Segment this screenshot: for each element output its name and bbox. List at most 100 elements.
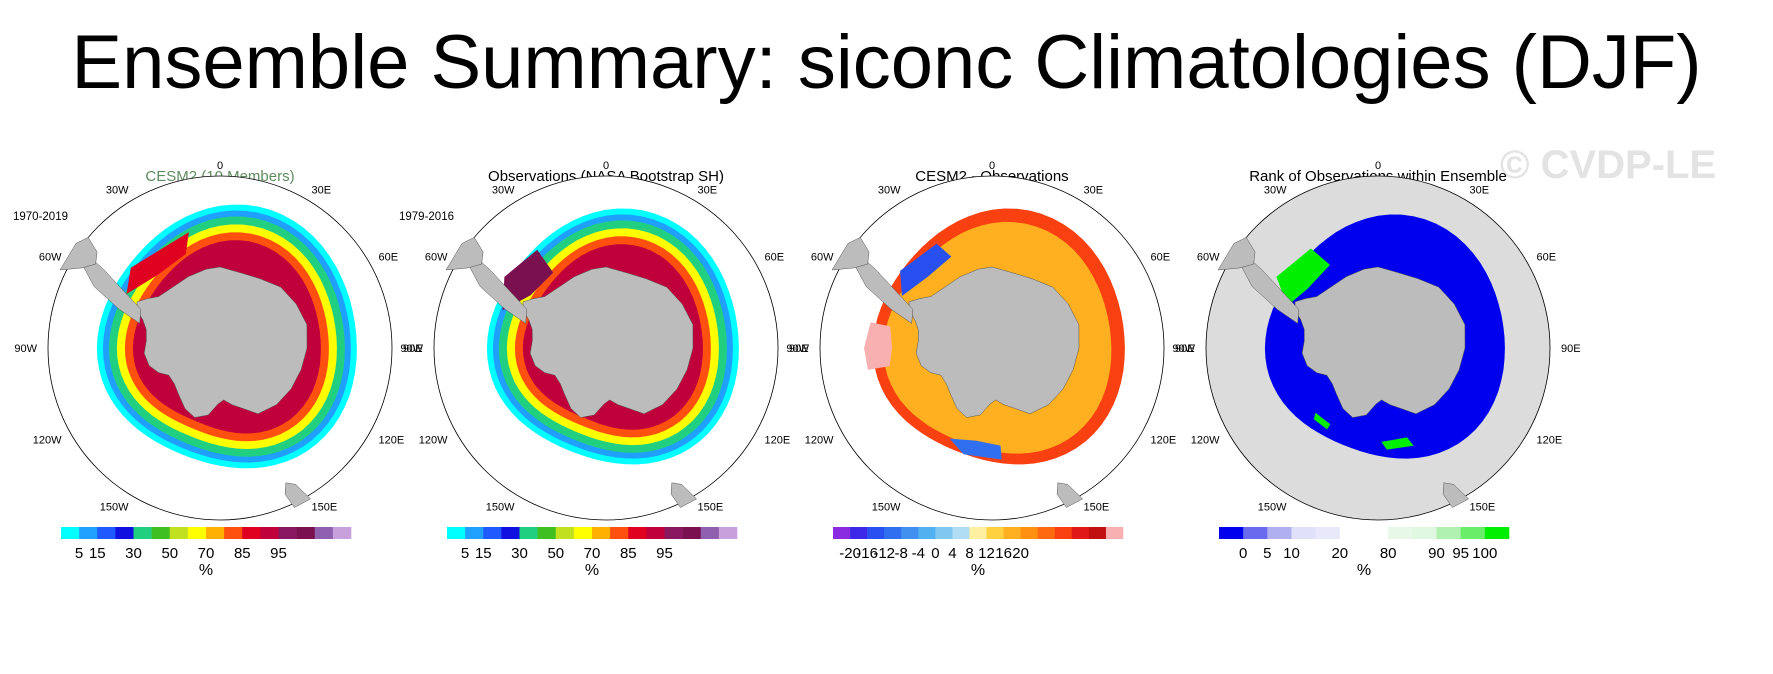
longitude-label: 90E — [1175, 343, 1195, 355]
longitude-label: 150E — [1084, 502, 1110, 514]
colorbar-swatch — [260, 527, 279, 539]
south-america-land — [59, 237, 98, 271]
south-america-land — [831, 237, 870, 271]
colorbar-swatch — [115, 527, 134, 539]
colorbar-tick-label: 8 — [965, 545, 973, 562]
colorbar-tick-label: -4 — [912, 545, 925, 562]
longitude-label: 30E — [1084, 185, 1104, 197]
colorbar-swatch — [1219, 527, 1244, 539]
colorbar-swatch — [592, 527, 611, 539]
longitude-label: 120W — [805, 435, 834, 447]
longitude-label: 60W — [1197, 252, 1220, 264]
colorbar-tick-label: 85 — [620, 545, 637, 562]
colorbar-swatch — [447, 527, 466, 539]
colorbar-swatch — [242, 527, 261, 539]
rank-high-amundsen — [1313, 412, 1331, 430]
period-label: 1970-2019 — [13, 211, 68, 223]
colorbar-tick-label: 70 — [584, 545, 601, 562]
colorbar-swatch — [314, 527, 334, 539]
new-zealand-land — [1442, 482, 1470, 508]
longitude-label: 0 — [603, 160, 609, 172]
rank-high-weddell — [1276, 248, 1330, 306]
colorbar-tick-label: 5 — [75, 545, 83, 562]
colorbar-swatch — [918, 527, 936, 539]
colorbar-swatch — [833, 527, 851, 539]
colorbar: 0 5 10 20 80 90 95 100% — [1219, 527, 1510, 579]
longitude-label: 120W — [1191, 435, 1220, 447]
colorbar-swatch — [628, 527, 647, 539]
colorbar-tick-label: 90 — [1428, 545, 1445, 562]
colorbar-swatch — [1388, 527, 1413, 539]
longitude-label: 90W — [786, 343, 809, 355]
colorbar-swatch — [1412, 527, 1437, 539]
longitude-label: 60W — [811, 252, 834, 264]
colorbar-swatch — [483, 527, 502, 539]
colorbar-tick-label: 85 — [234, 545, 251, 562]
colorbar-swatch — [1003, 527, 1021, 539]
colorbar-swatch — [206, 527, 225, 539]
map-panel-difference: CESM2 - Observations 030E60E90E120E150E1… — [772, 155, 1212, 655]
antarctica-land — [1294, 266, 1466, 418]
new-zealand-land — [284, 482, 312, 508]
polar-map: 030E60E90E120E150E180150W120W90W60W30W — [400, 160, 808, 535]
longitude-label: 0 — [989, 160, 995, 172]
colorbar-tick-label: 4 — [948, 545, 956, 562]
colorbar: 5 15 30 50 70 85 95% — [61, 527, 352, 579]
longitude-label: 150E — [312, 502, 338, 514]
colorbar-swatch — [986, 527, 1004, 539]
colorbar-swatch — [519, 527, 538, 539]
colorbar-swatch — [151, 527, 171, 539]
colorbar-swatch — [169, 527, 189, 539]
map-panel-rank: Rank of Observations within Ensemble 030… — [1158, 155, 1598, 655]
colorbar-tick-label: 30 — [125, 545, 142, 562]
colorbar-swatch — [718, 527, 738, 539]
longitude-label: 120W — [419, 435, 448, 447]
longitude-label: 120E — [1537, 435, 1563, 447]
longitude-label: 30E — [1470, 185, 1490, 197]
longitude-label: 120E — [1151, 435, 1177, 447]
colorbar-swatch — [573, 527, 593, 539]
longitude-label: 90E — [403, 343, 423, 355]
polar-map: 030E60E90E120E150E180150W120W90W60W30W — [14, 160, 423, 535]
colorbar-swatch — [555, 527, 575, 539]
colorbar-swatch — [79, 527, 98, 539]
map-panel-observations: Observations (NASA Bootstrap SH) 1979-20… — [386, 155, 826, 655]
colorbar-tick-label: 95 — [656, 545, 673, 562]
colorbar-swatch — [1460, 527, 1486, 539]
colorbar-tick-label: 50 — [547, 545, 564, 562]
colorbar-unit: % — [199, 562, 213, 579]
longitude-label: 60W — [425, 252, 448, 264]
colorbar-unit: % — [1357, 562, 1371, 579]
colorbar-swatch — [187, 527, 207, 539]
colorbar-tick-label: -20 — [839, 545, 861, 562]
colorbar-swatch — [133, 527, 152, 539]
colorbar-swatch — [664, 527, 683, 539]
colorbar-swatch — [1364, 527, 1389, 539]
colorbar-swatch — [884, 527, 902, 539]
colorbar-swatch — [465, 527, 484, 539]
colorbar-tick-label: 15 — [475, 545, 492, 562]
longitude-label: 60E — [765, 252, 785, 264]
colorbar-swatch — [224, 527, 243, 539]
colorbar-tick-label: 100 — [1472, 545, 1497, 562]
colorbar-swatch — [850, 527, 868, 539]
colorbar-swatch — [1436, 527, 1461, 539]
colorbar-swatch — [1071, 527, 1090, 539]
sea-ice-weddell — [126, 232, 189, 294]
antarctica-land — [908, 266, 1080, 418]
colorbar-tick-label: 20 — [1331, 545, 1348, 562]
colorbar-swatch — [1088, 527, 1107, 539]
colorbar-swatch — [1291, 527, 1316, 539]
colorbar-swatch — [969, 527, 987, 539]
polar-map: 030E60E90E120E150E180150W120W90W60W30W — [1172, 160, 1580, 535]
colorbar-tick-label: 0 — [931, 545, 939, 562]
longitude-label: 0 — [217, 160, 223, 172]
colorbar-tick-label: -8 — [895, 545, 908, 562]
colorbar-swatch — [296, 527, 316, 539]
colorbar-tick-label: 16 — [995, 545, 1012, 562]
diff-negative-weddell — [900, 243, 952, 296]
polar-map: 030E60E90E120E150E180150W120W90W60W30W — [786, 160, 1195, 535]
longitude-label: 150E — [1470, 502, 1496, 514]
colorbar-tick-label: -16 — [856, 545, 878, 562]
colorbar-tick-label: 30 — [511, 545, 528, 562]
